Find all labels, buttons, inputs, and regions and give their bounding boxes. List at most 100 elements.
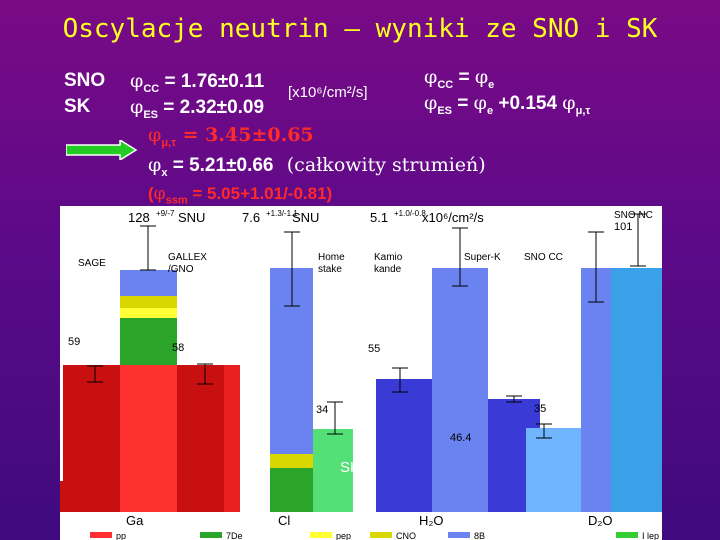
es-subscript: ES — [143, 108, 158, 121]
ssm-open-paren: ( — [148, 184, 154, 203]
chart-svg: 128 +9/-7 SNU 7.6 +1.3/-1.1 SNU 5.1 +1.0… — [60, 206, 662, 540]
target-h2o: H₂O — [419, 513, 444, 528]
pred-cl-err: +1.3/-1.1 — [266, 209, 298, 218]
phi-symbol: φ — [424, 66, 438, 88]
phi-symbol: φ — [148, 154, 162, 176]
ssm-value: = 5.05+1.01/-0.81) — [187, 184, 333, 203]
es-relation: φES = φe +0.154 φμ,τ — [424, 92, 590, 117]
mutau-flux-line: φμ,τ = 3.45±0.65 — [148, 124, 314, 149]
total-flux-line: φx = 5.21±0.66 (całkowity strumień) — [148, 154, 486, 179]
phi-symbol: φ — [130, 96, 144, 118]
es-flux-line: φES = 2.32±0.09 — [130, 96, 264, 121]
pred-water-value: 5.1 — [370, 210, 388, 225]
label-kamio-2: kande — [374, 264, 402, 275]
es-value: = 2.32±0.09 — [163, 97, 265, 118]
label-gallex-2: /GNO — [168, 264, 194, 275]
bar-ga-pep — [120, 308, 177, 318]
err-snocc — [536, 423, 552, 439]
phi-symbol: φ — [562, 92, 576, 114]
bar-ga-be7 — [120, 318, 177, 365]
legend-label-1: 7De — [226, 531, 243, 540]
label-sage: SAGE — [78, 258, 106, 269]
bar-cl-cno — [270, 454, 313, 468]
err-gallex — [197, 363, 213, 385]
mutau-value: = 3.45±0.65 — [176, 124, 314, 146]
label-gallex-1: GALLEX — [168, 252, 207, 263]
cc-relation: φCC = φe — [424, 66, 494, 91]
pred-ga-value: 128 — [128, 210, 150, 225]
slide-title: Oscylacje neutrin – wyniki ze SNO i SK — [62, 14, 658, 44]
legend-swatch-4 — [448, 532, 470, 538]
cc-relation-sub: CC — [437, 78, 454, 91]
value-homestake: 34 — [316, 404, 328, 416]
pred-water-unit: x10⁶/cm²/s — [422, 210, 484, 225]
label-snonc: SNO NC — [614, 210, 653, 221]
err-superk — [506, 395, 522, 403]
legend-swatch-3 — [370, 532, 392, 538]
phi-symbol: φ — [473, 92, 487, 114]
value-superk: 46.4 — [450, 432, 471, 444]
bar-d2o-snonc — [611, 268, 662, 512]
bar-ga-measured-gallex — [177, 365, 224, 512]
bar-ga-cno — [120, 296, 177, 308]
err-kamiokande — [392, 367, 408, 393]
x-value: = 5.21±0.66 — [167, 155, 274, 176]
label-home-2: stake — [318, 264, 342, 275]
total-flux-note: (całkowity strumień) — [286, 154, 486, 176]
cc-value: = 1.76±0.11 — [164, 71, 265, 92]
legend-swatch-5 — [616, 532, 638, 538]
phi-symbol: φ — [474, 66, 489, 88]
label-superk: Super-K — [464, 252, 501, 263]
label-home-1: Home — [318, 252, 345, 263]
value-gallex: 58 — [172, 342, 184, 354]
target-ga: Ga — [126, 513, 144, 528]
legend-label-4: 8B — [474, 531, 485, 540]
err-snonc — [630, 213, 646, 267]
error-bars-group — [87, 213, 646, 439]
bar-ga-measured-sage — [63, 365, 120, 512]
target-d2o: D₂O — [588, 513, 613, 528]
phi-symbol: φ — [130, 70, 144, 92]
cc-relation-rhs: e — [488, 78, 495, 91]
legend-swatch-1 — [200, 532, 222, 538]
sk-overlay-label: SK — [340, 459, 360, 476]
value-snonc: 101 — [614, 221, 632, 233]
es-relation-tail-sub: μ,τ — [575, 104, 591, 117]
bar-ga-b8 — [120, 270, 177, 296]
cc-subscript: CC — [143, 82, 160, 95]
es-relation-eq: = — [452, 93, 474, 114]
legend-label-2: pep — [336, 531, 351, 540]
err-cl-pred — [284, 231, 300, 307]
value-sage: 59 — [68, 336, 80, 348]
label-sk: SK — [64, 96, 91, 117]
ssm-flux-line: (φssm = 5.05+1.01/-0.81) — [148, 184, 332, 206]
legend-label-5: I lep — [642, 531, 659, 540]
err-homestake — [327, 401, 343, 435]
bar-ga-side — [224, 365, 240, 512]
bar-ga-edge — [60, 481, 63, 512]
es-relation-tail: +0.154 — [493, 93, 563, 114]
es-relation-sub: ES — [437, 104, 452, 117]
phi-symbol: φ — [148, 124, 162, 146]
pred-ga-unit: SNU — [178, 210, 205, 225]
legend-label-0: pp — [116, 531, 126, 540]
bar-h2o-kamio — [376, 379, 432, 512]
arrow-icon — [66, 140, 138, 160]
solar-neutrino-chart: 128 +9/-7 SNU 7.6 +1.3/-1.1 SNU 5.1 +1.0… — [60, 206, 662, 540]
err-h2o-pred — [452, 227, 468, 287]
legend-swatch-2 — [310, 532, 332, 538]
err-d2o-pred — [588, 231, 604, 303]
bar-ga-pp — [120, 365, 177, 512]
cc-relation-eq: = — [453, 67, 475, 88]
label-snocc: SNO CC — [524, 252, 563, 263]
target-cl: Cl — [278, 513, 290, 528]
units-label: [x10⁶/cm²/s] — [288, 84, 368, 101]
label-kamio-1: Kamio — [374, 252, 403, 263]
x-subscript: x — [161, 166, 168, 179]
bar-d2o-pred — [581, 268, 611, 512]
cc-flux-line: φCC = 1.76±0.11 — [130, 70, 264, 95]
bar-cl-be7 — [270, 468, 313, 512]
value-kamiokande: 55 — [368, 343, 380, 355]
bar-h2o-pred — [432, 268, 488, 512]
es-relation-rhs: e — [486, 104, 494, 117]
